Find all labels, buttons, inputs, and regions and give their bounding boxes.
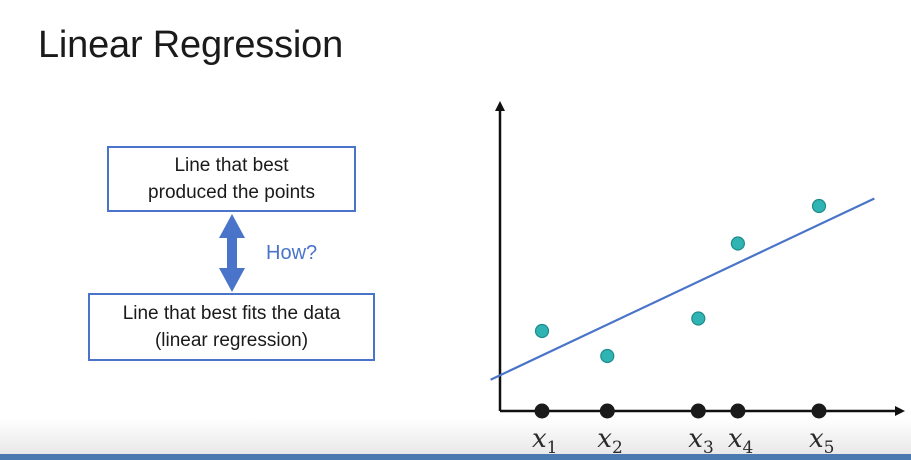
x-tick-label-3: x3 [688,424,714,454]
x-tick-dot-3 [690,403,706,419]
data-point-4 [730,236,745,251]
data-point-1 [534,323,550,339]
best-fit-line2: (linear regression) [154,330,309,351]
data-point-5 [811,198,827,214]
x-tick-dot-4 [730,403,746,419]
x-tick-label-2: x2 [597,424,623,454]
plot-layer: x1 x2 x3 x4 x5 [490,101,905,454]
produced-points-box: Line that best produced the points [107,146,356,212]
x-tick-label-5: x5 [809,424,835,454]
how-label: How? [266,242,318,264]
x-tick-dot-5 [811,403,827,419]
x-tick-label-4: x4 [728,424,754,454]
x-tick-label-1: x1 [532,424,558,454]
data-point-2 [600,348,615,364]
double-arrow-icon [219,214,245,292]
produced-points-line2: produced the points [148,182,315,203]
x-tick-dot-2 [599,403,615,419]
best-fit-box: Line that best fits the data (linear reg… [88,293,375,361]
produced-points-line1: Line that best [174,155,289,176]
scatter-plot: x1 x2 x3 x4 x5 [490,101,905,454]
bottom-accent-bar [0,454,911,460]
x-tick-dot-1 [534,403,550,419]
double-arrow-shape [219,214,245,292]
best-fit-line1: Line that best fits the data [122,303,341,324]
regression-line [490,197,875,381]
slide-title: Linear Regression [38,24,343,66]
data-point-3 [691,311,706,326]
